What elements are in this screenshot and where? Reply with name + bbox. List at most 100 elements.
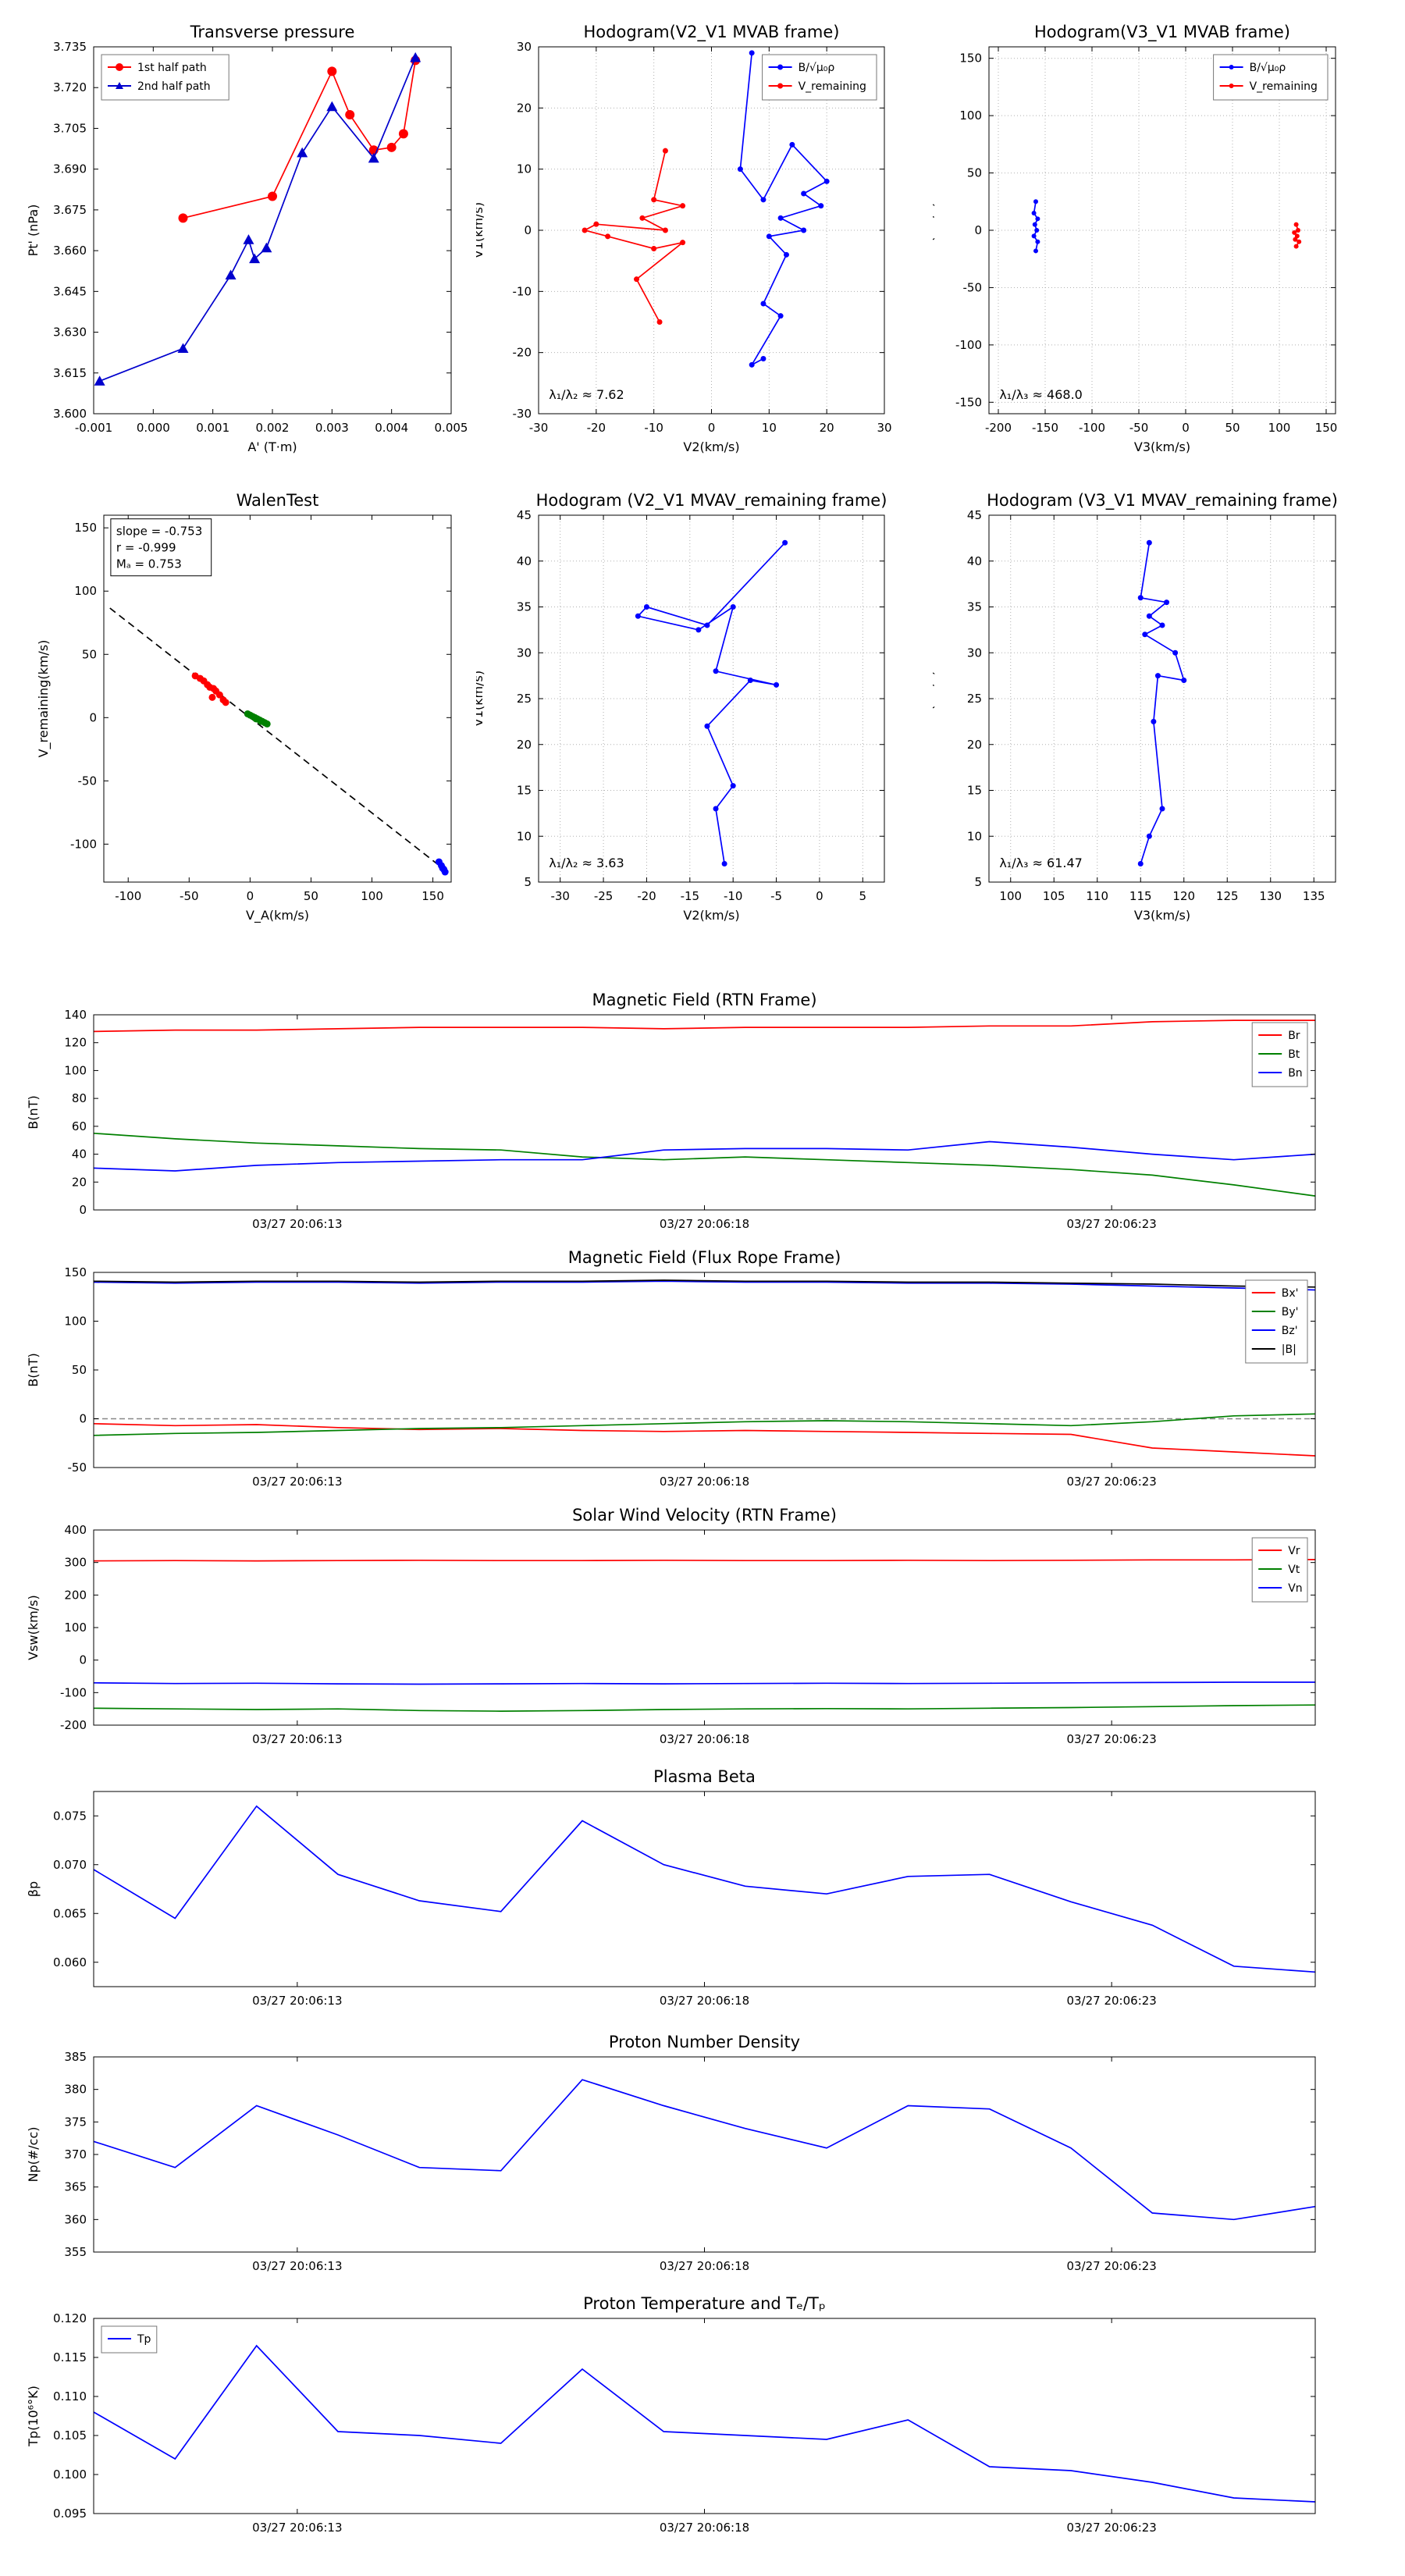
svg-text:3.735: 3.735	[53, 40, 87, 54]
labels: Proton Temperature and Tₑ/Tₚ Tp(10⁶°K)	[26, 2294, 826, 2447]
svg-text:0.105: 0.105	[53, 2428, 87, 2443]
panel-plasma-beta: 03/27 20:06:13 03/27 20:06:18 03/27 20:06:…	[0, 1756, 1405, 2030]
svg-text:Transverse pressure: Transverse pressure	[190, 23, 355, 41]
svg-text:-20: -20	[587, 421, 606, 435]
svg-text:Np(#/cc): Np(#/cc)	[26, 2127, 41, 2183]
svg-text:3.690: 3.690	[53, 162, 87, 176]
svg-text:Vn: Vn	[1288, 1582, 1302, 1595]
svg-text:-150: -150	[1032, 421, 1058, 435]
axes-frame: -30 -25 -20 -15 -10 -5 0 5 5 10 15 20 25 30 35 40 45	[517, 508, 885, 903]
svg-text:45: 45	[517, 508, 532, 522]
series	[635, 539, 788, 866]
svg-text:120: 120	[1172, 889, 1195, 903]
svg-text:20: 20	[967, 738, 982, 752]
magnetic-field-rtn-chart: 03/27 20:06:13 03/27 20:06:18 03/27 20:06:…	[26, 991, 1316, 1231]
axes-frame: 03/27 20:06:13 03/27 20:06:18 03/27 20:06:…	[53, 1791, 1316, 2008]
svg-text:100: 100	[1268, 421, 1291, 435]
panel-solar-wind-velocity: 03/27 20:06:13 03/27 20:06:18 03/27 20:06:…	[0, 1495, 1405, 1768]
labels: Hodogram (V3_V1 MVAV_remaining frame) V3(…	[921, 491, 1338, 923]
svg-text:Bz': Bz'	[1282, 1325, 1298, 1337]
svg-text:V_remaining: V_remaining	[799, 80, 866, 93]
series	[1031, 199, 1302, 254]
annotations: slope = -0.753 r = -0.999 Mₐ = 0.753	[110, 518, 212, 577]
svg-text:0.065: 0.065	[53, 1906, 87, 1920]
svg-text:-100: -100	[70, 837, 97, 851]
svg-text:20: 20	[72, 1175, 87, 1189]
panel-proton-temperature: 03/27 20:06:13 03/27 20:06:18 03/27 20:06:…	[0, 2283, 1405, 2556]
svg-text:25: 25	[517, 692, 532, 706]
svg-text:-100: -100	[60, 1685, 87, 1699]
svg-text:10: 10	[517, 829, 532, 843]
svg-text:110: 110	[1086, 889, 1108, 903]
svg-text:Bn: Bn	[1288, 1067, 1302, 1080]
annotations: λ₁/λ₂ ≈ 3.63	[549, 856, 624, 870]
svg-text:By': By'	[1282, 1306, 1299, 1318]
svg-text:0.070: 0.070	[53, 1858, 87, 1872]
svg-text:03/27 20:06:13: 03/27 20:06:13	[252, 2521, 342, 2535]
panel-magnetic-field-flux-rope: 03/27 20:06:13 03/27 20:06:18 03/27 20:06:…	[0, 1237, 1405, 1510]
svg-text:03/27 20:06:23: 03/27 20:06:23	[1066, 2521, 1156, 2535]
svg-text:3.660: 3.660	[53, 244, 87, 258]
svg-text:V3(km/s): V3(km/s)	[1134, 439, 1190, 454]
svg-text:WalenTest: WalenTest	[237, 491, 319, 510]
svg-text:Br: Br	[1288, 1030, 1300, 1042]
magnetic-field-flux-rope-chart: 03/27 20:06:13 03/27 20:06:18 03/27 20:06:…	[26, 1248, 1316, 1489]
legend: Tp	[101, 2325, 158, 2354]
proton-temperature-chart: 03/27 20:06:13 03/27 20:06:18 03/27 20:06:…	[26, 2294, 1316, 2535]
svg-text:V_A(km/s): V_A(km/s)	[246, 908, 309, 923]
svg-text:100: 100	[74, 584, 97, 598]
svg-text:370: 370	[64, 2147, 87, 2161]
svg-text:-30: -30	[550, 889, 570, 903]
labels: Plasma Beta βp	[26, 1767, 756, 1897]
svg-text:0: 0	[79, 1203, 87, 1217]
svg-text:B(nT): B(nT)	[26, 1353, 41, 1386]
svg-text:Proton Temperature and Tₑ/Tₚ: Proton Temperature and Tₑ/Tₚ	[583, 2294, 826, 2313]
svg-text:Plasma Beta: Plasma Beta	[653, 1767, 756, 1786]
svg-text:20: 20	[517, 738, 532, 752]
svg-text:50: 50	[304, 889, 318, 903]
svg-text:-50: -50	[68, 1461, 87, 1475]
svg-text:30: 30	[517, 646, 532, 660]
series	[582, 50, 830, 368]
svg-text:30: 30	[967, 646, 982, 660]
svg-text:35: 35	[517, 600, 532, 614]
svg-text:λ₁/λ₃ ≈ 61.47: λ₁/λ₃ ≈ 61.47	[999, 856, 1083, 870]
svg-text:Vsw(km/s): Vsw(km/s)	[26, 1595, 41, 1660]
svg-text:03/27 20:06:18: 03/27 20:06:18	[660, 2521, 749, 2535]
svg-text:120: 120	[64, 1036, 87, 1050]
svg-text:360: 360	[64, 2212, 87, 2226]
svg-text:45: 45	[967, 508, 982, 522]
svg-text:100: 100	[361, 889, 383, 903]
svg-text:Hodogram (V2_V1 MVAV_remaining: Hodogram (V2_V1 MVAV_remaining frame)	[536, 491, 887, 511]
svg-text:03/27 20:06:18: 03/27 20:06:18	[660, 1217, 749, 1231]
legend: B/√μ₀ρ V_remaining	[1213, 54, 1329, 101]
hodogram-v3v1-mvab-chart: -200 -150 -100 -50 0 50 100 150-150-100-5005010…	[921, 23, 1337, 454]
series	[93, 1279, 1316, 1457]
svg-text:Hodogram (V3_V1 MVAV_remaining: Hodogram (V3_V1 MVAV_remaining frame)	[987, 491, 1338, 511]
svg-text:03/27 20:06:23: 03/27 20:06:23	[1066, 1994, 1156, 2008]
svg-text:30: 30	[517, 40, 532, 54]
hodogram-v2v1-mvab-chart: -30 -20 -10 0 10 20 30 -30 -20 -10 0 10 20 30 Hodogram…	[471, 23, 892, 454]
svg-text:200: 200	[64, 1588, 87, 1602]
legend: 1st half path 2nd half path	[101, 54, 229, 101]
svg-text:5: 5	[859, 889, 867, 903]
svg-text:V1(km/s): V1(km/s)	[476, 202, 486, 258]
labels: Hodogram(V3_V1 MVAB frame) V3(km/s) V1(km/…	[921, 23, 1290, 454]
svg-text:125: 125	[1216, 889, 1239, 903]
svg-text:150: 150	[422, 889, 444, 903]
axes-frame: -30 -20 -10 0 10 20 30 -30 -20 -10 0 10 20 30	[513, 40, 892, 435]
svg-text:Vr: Vr	[1288, 1545, 1300, 1557]
series	[94, 52, 422, 386]
svg-text:V_remaining: V_remaining	[1250, 80, 1318, 93]
series	[93, 1805, 1316, 1973]
svg-text:3.615: 3.615	[53, 366, 87, 380]
grid	[539, 514, 884, 883]
svg-text:03/27 20:06:18: 03/27 20:06:18	[660, 2259, 749, 2273]
svg-text:0.110: 0.110	[53, 2389, 87, 2403]
svg-text:15: 15	[517, 784, 532, 798]
svg-text:-30: -30	[529, 421, 549, 435]
svg-text:-30: -30	[513, 407, 532, 421]
svg-text:0: 0	[89, 710, 97, 724]
svg-text:0: 0	[247, 889, 254, 903]
svg-text:Bt: Bt	[1288, 1048, 1300, 1061]
